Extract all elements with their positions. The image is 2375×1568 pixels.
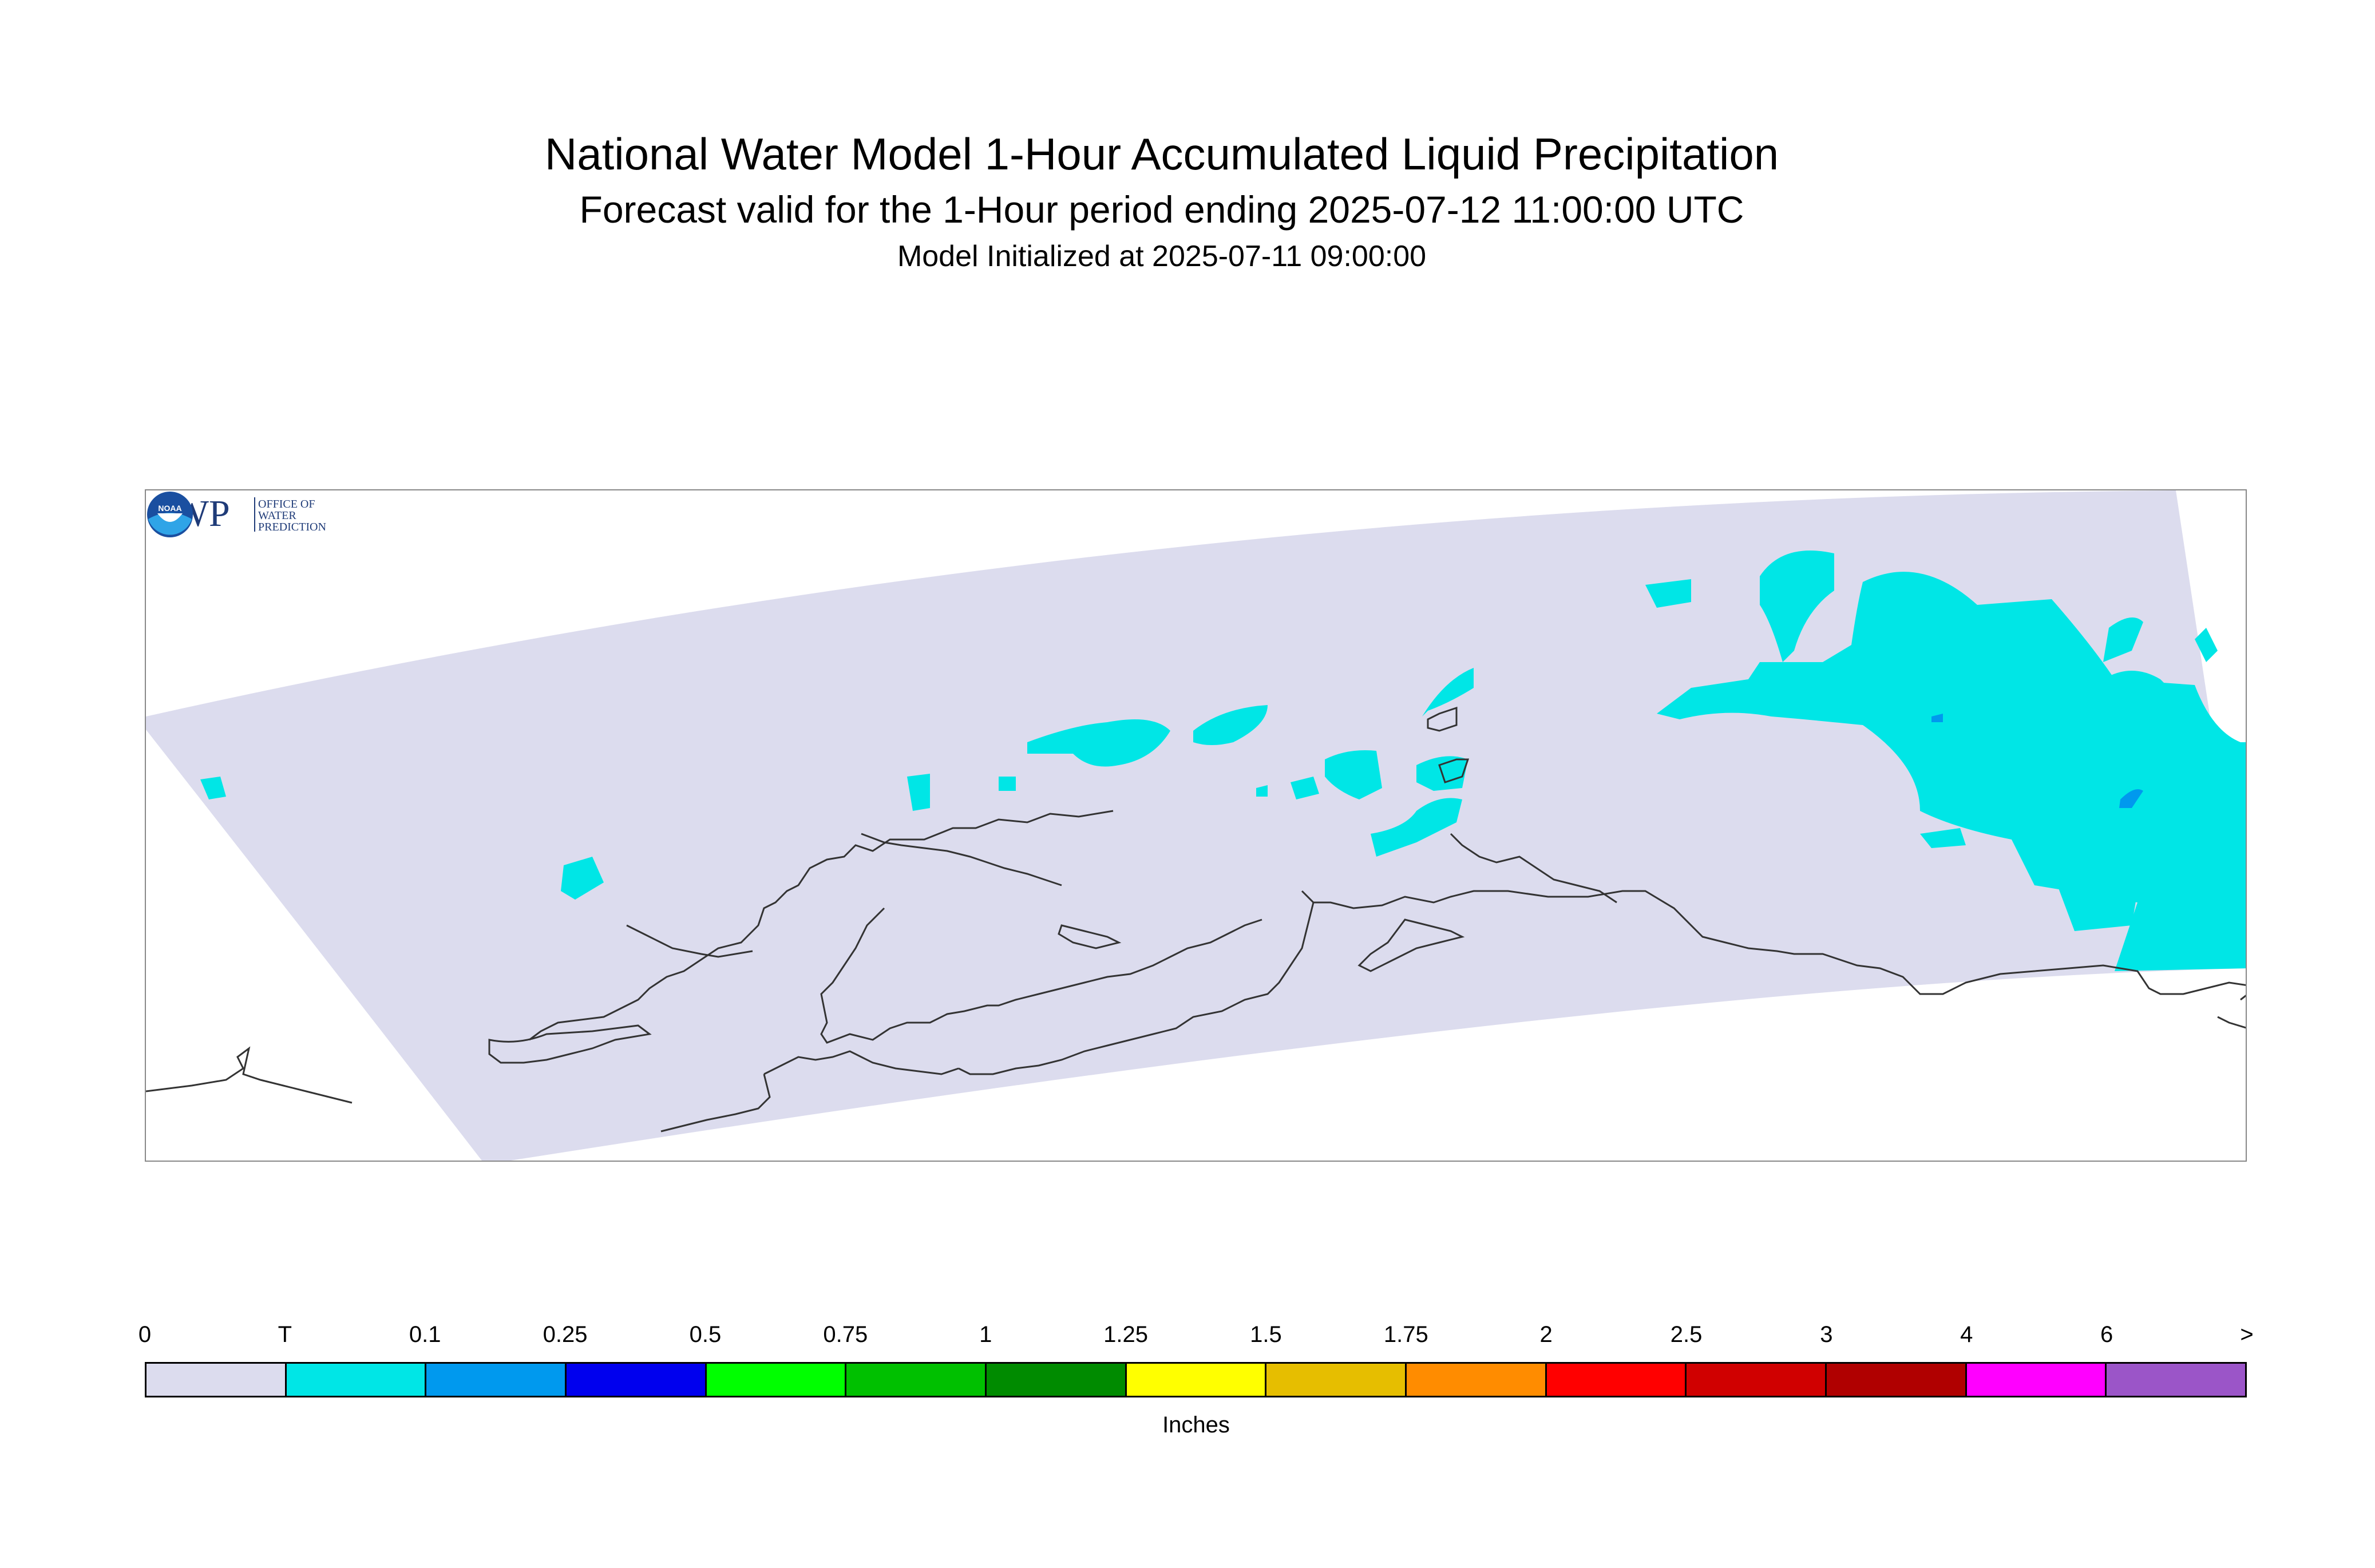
legend-swatch xyxy=(987,1364,1127,1396)
precip-area-heavy xyxy=(2119,789,2143,808)
legend-tick-label: 1.25 xyxy=(1103,1322,1148,1347)
legend-tick-label: 2.5 xyxy=(1670,1322,1703,1347)
map-subtitle: Forecast valid for the 1-Hour period end… xyxy=(579,188,1744,231)
legend-tick-label: 4 xyxy=(1960,1322,1973,1347)
precip-area xyxy=(1645,579,1691,608)
coastline xyxy=(1058,924,1122,949)
precip-area xyxy=(1193,705,1268,745)
coastline xyxy=(2217,995,2246,1029)
noaa-logo-gull xyxy=(157,513,183,522)
legend-swatch xyxy=(286,1364,427,1396)
precip-area xyxy=(1371,798,1462,857)
precip-area xyxy=(1422,668,1474,716)
legend-swatch xyxy=(2107,1364,2246,1396)
legend-tick-label: 3 xyxy=(1820,1322,1833,1347)
precip-area xyxy=(1760,551,1834,662)
owp-line-1: OFFICE OF xyxy=(258,498,315,510)
legend-tick-label: T xyxy=(278,1322,292,1347)
legend-tick-label: 1 xyxy=(979,1322,992,1347)
legend-tick-label: 1.5 xyxy=(1250,1322,1282,1347)
model-domain xyxy=(146,490,2246,1161)
precip-area xyxy=(1325,750,1382,799)
precip-area-heavy xyxy=(1931,714,1943,722)
legend-swatch xyxy=(706,1364,847,1396)
precip-area xyxy=(1291,777,1319,799)
legend-tick-label: 1.75 xyxy=(1383,1322,1428,1347)
map-canvas xyxy=(146,490,2246,1161)
precip-area xyxy=(561,857,604,900)
coastline xyxy=(146,1046,353,1104)
map-title: National Water Model 1-Hour Accumulated … xyxy=(544,129,1779,179)
precip-area xyxy=(2057,885,2138,931)
coastline xyxy=(626,924,753,958)
legend-tick-label: 0 xyxy=(138,1322,152,1347)
legend-tick-label: 0.1 xyxy=(409,1322,441,1347)
coastline xyxy=(1301,890,2246,995)
precipitation-map: OWP OFFICE OF WATER PREDICTION NOAA xyxy=(145,489,2247,1162)
precip-area xyxy=(2195,628,2218,662)
legend-tick-label: 0.75 xyxy=(823,1322,868,1347)
legend-swatch xyxy=(1407,1364,1547,1396)
coastline xyxy=(820,907,1262,1044)
legend-swatch xyxy=(567,1364,707,1396)
coastline xyxy=(861,833,1062,886)
owp-line-2: WATER xyxy=(258,509,296,522)
noaa-logo-wave xyxy=(148,513,192,535)
legend-swatch xyxy=(846,1364,987,1396)
coastlines xyxy=(146,706,2246,1133)
noaa-logo-text: NOAA xyxy=(158,504,181,513)
precip-area xyxy=(999,777,1016,791)
coastline xyxy=(529,810,1114,1041)
legend-swatch xyxy=(1827,1364,1967,1396)
precip-heavy-areas xyxy=(1931,714,2143,808)
coastline xyxy=(660,1074,771,1133)
legend-swatch xyxy=(1546,1364,1687,1396)
coastline xyxy=(958,902,1315,1075)
legend-tick-label: 2 xyxy=(1539,1322,1553,1347)
precip-area xyxy=(1027,719,1170,767)
owp-line-3: PREDICTION xyxy=(258,521,326,533)
precip-areas xyxy=(200,551,2246,971)
noaa-logo: NOAA xyxy=(147,492,193,537)
coastline xyxy=(1450,833,1617,904)
legend-swatch xyxy=(1266,1364,1407,1396)
legend-tick-label: 0.25 xyxy=(543,1322,588,1347)
legend-tick-label: 6 xyxy=(2100,1322,2113,1347)
coastline xyxy=(488,1024,652,1064)
precip-area xyxy=(2063,671,2172,737)
coastline xyxy=(763,1050,959,1075)
precip-area xyxy=(1657,572,2246,971)
legend-swatch xyxy=(147,1364,287,1396)
legend-swatch xyxy=(1126,1364,1267,1396)
legend-swatch xyxy=(1966,1364,2107,1396)
coastline xyxy=(1357,918,1465,972)
precip-area xyxy=(1256,785,1268,797)
legend-tick-label: > xyxy=(2240,1322,2254,1347)
legend-swatch xyxy=(426,1364,567,1396)
precip-area xyxy=(907,774,930,811)
precip-area xyxy=(200,777,226,799)
coastline xyxy=(1438,758,1470,783)
coastline xyxy=(1427,706,1458,732)
color-legend-bar xyxy=(145,1362,2247,1397)
legend-swatch xyxy=(1687,1364,1827,1396)
precip-area xyxy=(1920,828,1966,848)
legend-unit-label: Inches xyxy=(1162,1412,1230,1438)
precip-area xyxy=(2103,617,2143,662)
model-init-text: Model Initialized at 2025-07-11 09:00:00 xyxy=(897,240,1427,273)
legend-tick-label: 0.5 xyxy=(689,1322,722,1347)
